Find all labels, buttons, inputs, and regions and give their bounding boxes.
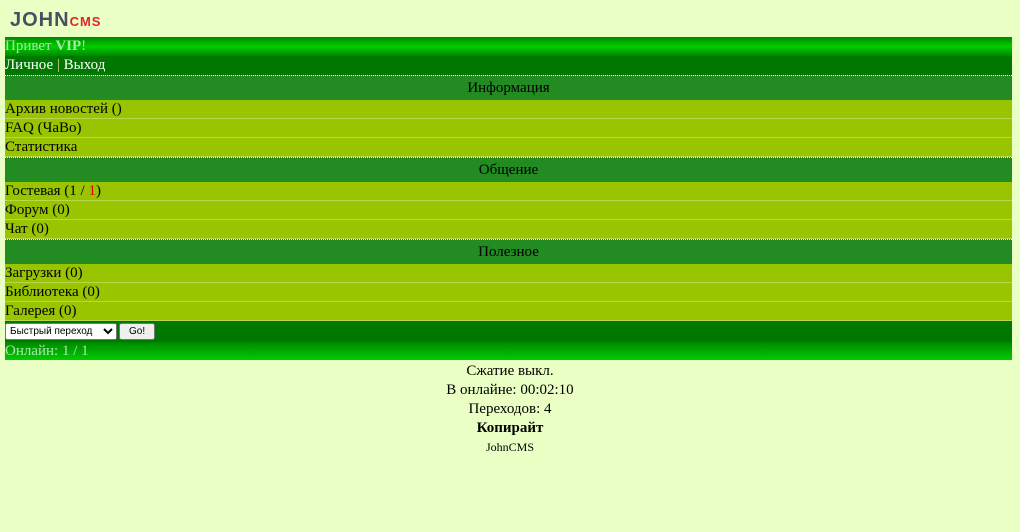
quick-jump-form: Быстрый переход Go! bbox=[5, 321, 1012, 342]
menu-item: Загрузки (0) bbox=[5, 264, 1012, 283]
top-menu: Личное | Выход bbox=[5, 56, 1012, 75]
menu-link[interactable]: Форум (0) bbox=[5, 202, 70, 218]
section-header: Информация bbox=[5, 75, 1012, 100]
menu-item: Чат (0) bbox=[5, 220, 1012, 239]
menu-link[interactable]: Чат (0) bbox=[5, 221, 49, 237]
section-header: Общение bbox=[5, 157, 1012, 182]
online-counter[interactable]: Онлайн: 1 / 1 bbox=[5, 342, 1012, 360]
menu-item: Статистика bbox=[5, 138, 1012, 157]
menu-item: Архив новостей () bbox=[5, 100, 1012, 119]
quick-jump-select[interactable]: Быстрый переход bbox=[5, 323, 117, 340]
footer-info: Сжатие выкл. В онлайне: 00:02:10 Переход… bbox=[0, 362, 1020, 457]
brand: JohnCMS bbox=[485, 440, 535, 454]
menu-link[interactable]: Гостевая (1 / 1) bbox=[5, 183, 101, 199]
transitions-count: Переходов: 4 bbox=[468, 401, 552, 417]
copyright: Копирайт bbox=[476, 420, 544, 436]
menu-item: Галерея (0) bbox=[5, 302, 1012, 321]
menu-link[interactable]: Статистика bbox=[5, 139, 78, 155]
logout-link[interactable]: Выход bbox=[63, 57, 106, 73]
menu-item: Гостевая (1 / 1) bbox=[5, 182, 1012, 201]
go-button[interactable]: Go! bbox=[119, 323, 156, 340]
menu-link[interactable]: Архив новостей () bbox=[5, 101, 122, 117]
personal-link[interactable]: Личное bbox=[5, 57, 54, 73]
section-header: Полезное bbox=[5, 239, 1012, 264]
logo[interactable]: JOHNCMS bbox=[5, 0, 1012, 37]
menu-item: Библиотека (0) bbox=[5, 283, 1012, 302]
greeting-bar: Привет VIP! bbox=[5, 37, 1012, 56]
menu-link[interactable]: FAQ (ЧаВо) bbox=[5, 120, 82, 136]
menu-link[interactable]: Библиотека (0) bbox=[5, 284, 100, 300]
online-time: В онлайне: 00:02:10 bbox=[446, 382, 574, 398]
menu-item: Форум (0) bbox=[5, 201, 1012, 220]
menu-link[interactable]: Загрузки (0) bbox=[5, 265, 83, 281]
logo-image: JOHNCMS bbox=[10, 9, 102, 31]
menu-item: FAQ (ЧаВо) bbox=[5, 119, 1012, 138]
compression-status: Сжатие выкл. bbox=[466, 363, 554, 379]
menu-link[interactable]: Галерея (0) bbox=[5, 303, 77, 319]
